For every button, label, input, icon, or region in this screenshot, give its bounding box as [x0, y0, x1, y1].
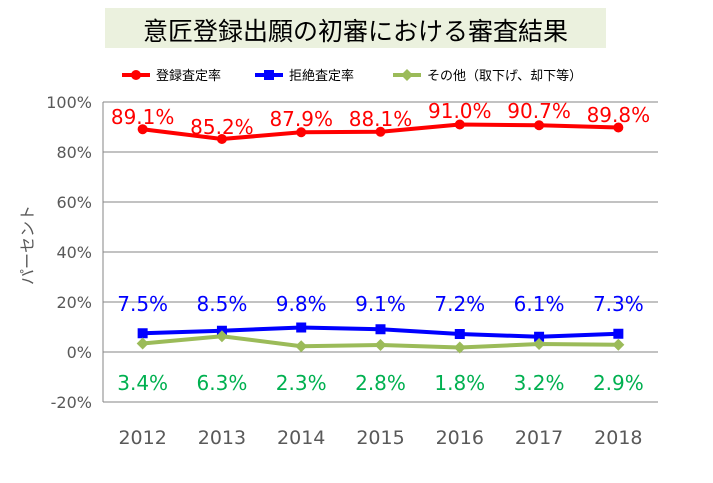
- legend-marker: [401, 69, 413, 81]
- data-label: 9.1%: [355, 292, 406, 316]
- data-point: [295, 340, 308, 353]
- x-tick-label: 2016: [436, 427, 484, 449]
- data-label: 7.2%: [434, 292, 485, 316]
- data-point: [374, 339, 387, 351]
- y-tick-label: -20%: [51, 393, 92, 412]
- data-label: 2.3%: [276, 371, 327, 395]
- x-tick-label: 2012: [118, 427, 166, 449]
- data-point: [296, 127, 307, 138]
- y-tick-label: 100%: [46, 93, 92, 112]
- x-tick-label: 2013: [198, 427, 246, 449]
- data-label: 87.9%: [269, 107, 333, 131]
- data-label: 85.2%: [190, 115, 254, 139]
- data-point: [533, 338, 546, 350]
- data-point: [453, 341, 466, 354]
- legend-marker: [131, 70, 141, 80]
- data-point: [454, 119, 465, 130]
- data-label: 6.3%: [197, 371, 248, 395]
- data-label: 7.5%: [117, 292, 168, 316]
- data-label: 8.5%: [197, 292, 248, 316]
- data-point: [613, 328, 624, 339]
- title-box: 意匠登録出願の初審における審査結果: [105, 8, 606, 48]
- x-tick-label: 2015: [356, 427, 404, 449]
- x-tick-label: 2017: [515, 427, 563, 449]
- data-point: [216, 134, 227, 144]
- data-point: [454, 329, 465, 339]
- y-tick-label: 80%: [56, 143, 92, 162]
- legend-label: 登録査定率: [156, 68, 221, 84]
- data-point: [612, 338, 625, 351]
- legend-label: その他（取下げ、却下等）: [427, 68, 582, 84]
- y-axis-title: パーセント: [18, 205, 37, 285]
- legend-label: 拒絶査定率: [289, 68, 354, 84]
- x-tick-label: 2018: [594, 427, 642, 449]
- y-tick-label: 40%: [56, 243, 92, 262]
- data-point: [136, 337, 149, 350]
- chart-title: 意匠登録出願の初審における審査結果: [142, 17, 568, 46]
- data-point: [375, 324, 386, 335]
- data-label: 88.1%: [349, 107, 413, 131]
- data-label: 91.0%: [428, 99, 492, 123]
- data-label: 2.8%: [355, 371, 406, 395]
- data-point: [296, 322, 307, 333]
- data-point: [137, 124, 148, 135]
- data-label: 6.1%: [514, 292, 565, 316]
- data-label: 7.3%: [593, 292, 644, 316]
- data-point: [613, 122, 624, 133]
- data-point: [215, 330, 228, 343]
- y-tick-label: 60%: [56, 193, 92, 212]
- x-tick-label: 2014: [277, 427, 325, 449]
- data-label: 3.4%: [117, 371, 168, 395]
- data-label: 3.2%: [514, 371, 565, 395]
- data-label: 89.8%: [587, 103, 651, 127]
- y-tick-label: 0%: [67, 343, 92, 362]
- data-point: [375, 126, 386, 137]
- data-point: [534, 331, 545, 342]
- data-label: 89.1%: [111, 105, 175, 129]
- data-point: [534, 120, 545, 131]
- data-point: [137, 328, 148, 339]
- data-label: 9.8%: [276, 292, 327, 316]
- data-label: 90.7%: [507, 99, 571, 123]
- data-label: 2.9%: [593, 371, 644, 395]
- legend-marker: [264, 70, 274, 80]
- data-label: 1.8%: [434, 371, 485, 395]
- y-tick-label: 20%: [56, 293, 92, 312]
